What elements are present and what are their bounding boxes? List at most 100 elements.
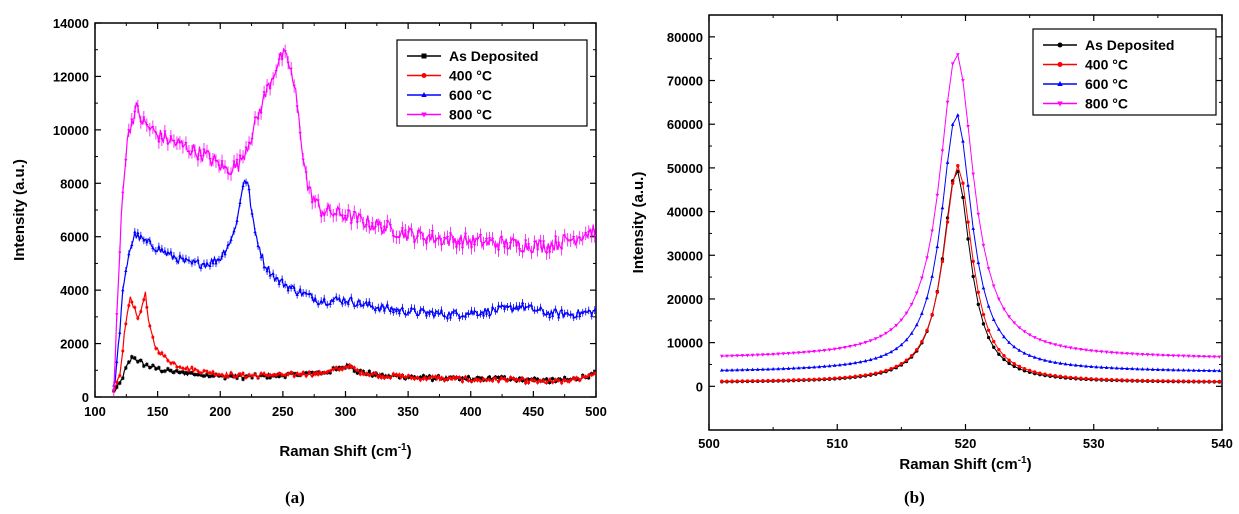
- data-point: [1089, 377, 1093, 381]
- data-point: [142, 298, 146, 302]
- data-point: [241, 155, 245, 159]
- data-point: [358, 369, 362, 373]
- data-point: [894, 364, 898, 369]
- data-point: [268, 273, 272, 277]
- data-point: [451, 375, 455, 379]
- data-point: [1212, 355, 1217, 359]
- data-point: [286, 61, 290, 65]
- data-point: [169, 361, 173, 365]
- data-point: [205, 372, 209, 376]
- data-point: [1033, 370, 1037, 374]
- data-point: [755, 367, 760, 371]
- data-point: [367, 300, 371, 304]
- data-point: [853, 360, 858, 365]
- data-point: [1120, 366, 1124, 370]
- data-point: [1089, 364, 1094, 369]
- data-point: [817, 364, 822, 369]
- data-point: [199, 154, 203, 158]
- data-point: [899, 362, 904, 366]
- data-point: [837, 346, 842, 351]
- data-point: [935, 290, 939, 294]
- data-point: [551, 377, 555, 381]
- data-point: [956, 164, 960, 168]
- series-0: [112, 354, 596, 394]
- data-point: [1007, 340, 1011, 344]
- data-point: [274, 276, 278, 280]
- data-point: [514, 304, 519, 308]
- data-point: [430, 375, 434, 379]
- data-point: [376, 375, 380, 379]
- data-point: [451, 241, 456, 245]
- data-point: [1104, 377, 1109, 382]
- data-point: [521, 379, 525, 383]
- data-point: [148, 324, 152, 328]
- data-point: [133, 356, 137, 360]
- data-point: [1125, 378, 1129, 382]
- data-point: [493, 309, 498, 313]
- data-point: [178, 253, 182, 257]
- data-point: [771, 367, 775, 371]
- data-point: [991, 317, 996, 321]
- data-point: [1135, 352, 1140, 357]
- data-point: [1181, 379, 1186, 383]
- data-point: [858, 374, 863, 378]
- data-point: [223, 375, 227, 379]
- data-point: [319, 299, 323, 303]
- data-point: [373, 308, 377, 312]
- y-tick-label: 4000: [60, 283, 89, 298]
- data-point: [966, 220, 970, 224]
- data-point: [584, 375, 588, 379]
- data-point: [771, 378, 775, 383]
- data-point: [572, 315, 576, 319]
- data-point: [725, 354, 729, 359]
- data-point: [346, 209, 350, 213]
- data-point: [496, 303, 501, 307]
- data-point: [412, 306, 417, 310]
- data-point: [858, 342, 863, 346]
- data-point: [817, 349, 822, 353]
- data-point: [961, 79, 965, 83]
- data-point: [196, 258, 200, 262]
- data-point: [873, 356, 878, 360]
- data-point: [304, 371, 308, 375]
- data-point: [904, 311, 909, 316]
- data-point: [130, 355, 134, 359]
- data-point: [130, 118, 134, 122]
- data-point: [894, 346, 899, 351]
- data-point: [148, 238, 152, 242]
- data-point: [394, 235, 399, 239]
- data-point: [858, 359, 863, 364]
- data-point: [587, 376, 591, 380]
- data-point: [940, 205, 945, 210]
- data-point: [118, 374, 122, 378]
- data-point: [899, 342, 904, 347]
- data-point: [388, 224, 392, 228]
- data-point: [1114, 351, 1119, 355]
- data-point: [187, 368, 191, 372]
- data-point: [930, 274, 935, 278]
- data-point: [1012, 364, 1016, 369]
- data-point: [986, 267, 991, 271]
- data-point: [115, 380, 119, 384]
- y-tick-label: 50000: [667, 161, 703, 176]
- data-point: [781, 366, 786, 371]
- data-point: [304, 291, 308, 295]
- data-point: [538, 305, 543, 309]
- data-point: [379, 304, 383, 308]
- data-point: [454, 310, 459, 314]
- data-point: [776, 378, 780, 383]
- data-point: [145, 305, 149, 309]
- data-point: [190, 261, 194, 265]
- data-point: [415, 376, 419, 380]
- data-point: [563, 376, 567, 380]
- data-point: [433, 310, 438, 314]
- data-point: [523, 239, 528, 243]
- data-point: [133, 305, 137, 309]
- data-point: [521, 376, 525, 380]
- data-point: [166, 142, 170, 146]
- data-point: [136, 316, 140, 320]
- data-point: [1176, 379, 1181, 383]
- x-tick-label: 500: [585, 404, 607, 419]
- legend-label: 800 °C: [449, 107, 492, 123]
- data-point: [133, 110, 137, 114]
